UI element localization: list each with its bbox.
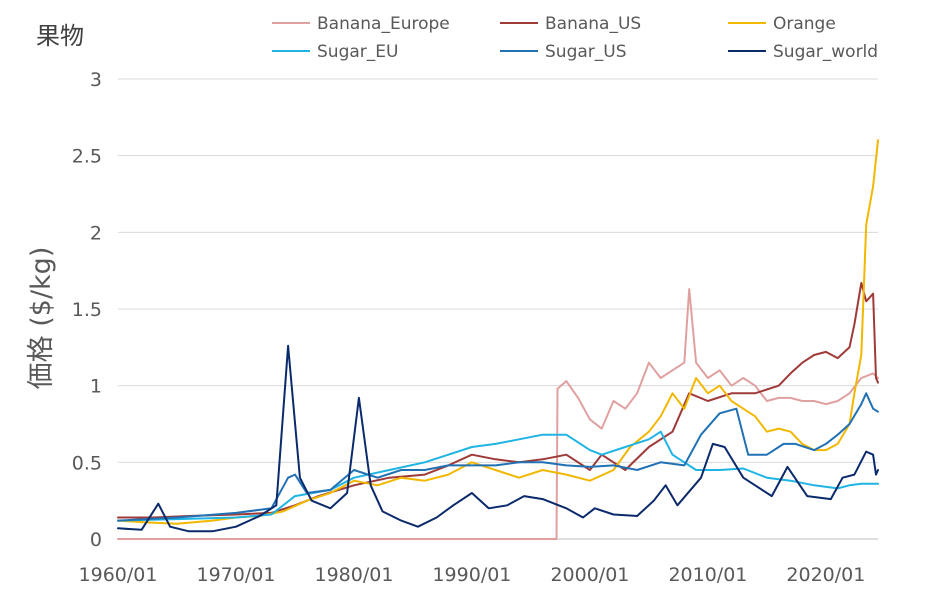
chart-title: 果物: [36, 22, 84, 50]
legend-label: Sugar_world: [773, 42, 878, 62]
series-line-banana-europe: [117, 288, 879, 540]
x-tick-label: 2020/01: [786, 564, 865, 586]
series-line-sugar-us: [117, 392, 879, 522]
y-axis-title: 価格 ($/kg): [26, 247, 57, 390]
legend: Banana_Europe Banana_US Orange Sugar_EU Suga…: [272, 14, 878, 62]
x-tick-label: 1960/01: [79, 564, 158, 586]
y-tick-label: 1.5: [72, 299, 102, 321]
legend-label: Banana_US: [545, 14, 641, 34]
y-tick-label: 2.5: [72, 146, 102, 168]
y-tick-label: 1: [90, 376, 102, 398]
y-tick-label: 2: [90, 222, 102, 244]
x-tick-label: 2010/01: [668, 564, 747, 586]
x-tick-label: 1970/01: [197, 564, 276, 586]
x-tick-label: 1980/01: [314, 564, 393, 586]
y-tick-label: 0.5: [72, 452, 102, 474]
x-axis-ticks: 1960/01 1970/01 1980/01 1990/01 2000/01 2010/…: [79, 564, 866, 586]
y-tick-label: 3: [90, 69, 102, 91]
legend-label: Sugar_EU: [317, 42, 398, 62]
legend-label: Sugar_US: [545, 42, 627, 62]
y-tick-label: 0: [90, 529, 102, 551]
legend-label: Banana_Europe: [317, 14, 450, 34]
series-line-orange: [117, 139, 879, 525]
legend-label: Orange: [773, 14, 836, 34]
x-tick-label: 2000/01: [550, 564, 629, 586]
y-axis-ticks: 0 0.5 1 1.5 2 2.5 3: [72, 69, 102, 551]
series-layer: [117, 139, 879, 540]
gridlines: [118, 78, 878, 540]
x-tick-label: 1990/01: [432, 564, 511, 586]
series-line-sugar-world: [117, 344, 879, 533]
